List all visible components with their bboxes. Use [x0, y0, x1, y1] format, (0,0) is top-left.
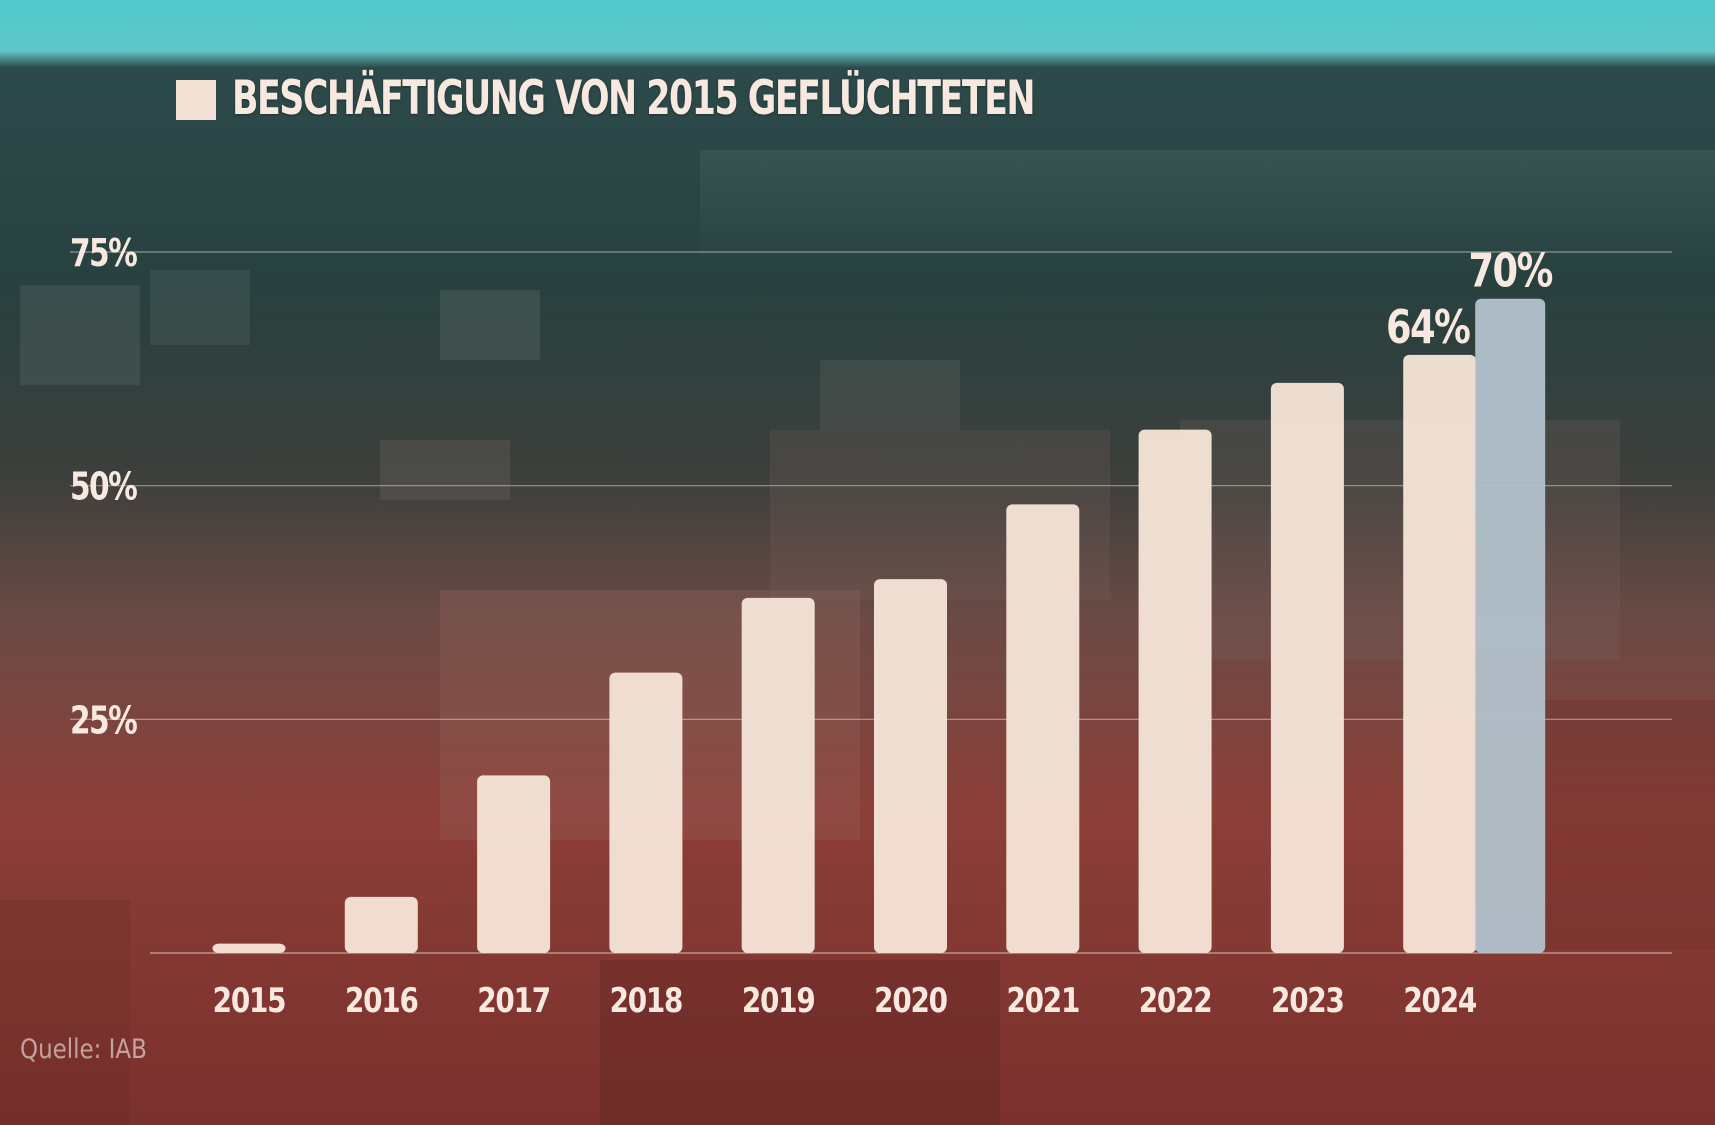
x-tick-label-2016: 2016 [345, 981, 418, 1020]
y-tick-label-50: 50% [70, 465, 138, 510]
bar-2020 [874, 579, 947, 953]
chart-title: BESCHÄFTIGUNG VON 2015 GEFLÜCHTETEN [232, 70, 1035, 126]
x-tick-label-2018: 2018 [610, 981, 683, 1020]
chart-header: BESCHÄFTIGUNG VON 2015 GEFLÜCHTETEN [176, 58, 1316, 138]
x-tick-label-2015: 2015 [213, 981, 286, 1020]
x-tick-label-2023: 2023 [1271, 981, 1344, 1020]
bar-2018 [609, 672, 683, 953]
bar-2021 [1006, 504, 1080, 953]
x-tick-label-2019: 2019 [742, 981, 815, 1020]
bar-2022 [1138, 429, 1212, 953]
data-label-highlight-2024: 70% [1469, 244, 1553, 298]
x-tick-label-2022: 2022 [1139, 981, 1212, 1020]
source-note: Quelle: IAB [20, 1034, 147, 1065]
y-tick-label-75: 75% [70, 231, 138, 276]
y-tick-label-25: 25% [70, 699, 138, 744]
x-tick-label-2017: 2017 [477, 981, 550, 1020]
x-tick-label-2021: 2021 [1006, 981, 1079, 1020]
bar-2023 [1270, 382, 1344, 953]
bar-2016 [344, 896, 418, 953]
bar-2019 [741, 597, 815, 953]
legend-swatch [176, 80, 216, 120]
data-label-2024: 64% [1386, 300, 1470, 354]
bar-2024 [1403, 354, 1477, 953]
bar-highlight-2024 [1475, 298, 1546, 953]
bar-2017 [477, 775, 551, 953]
bar-2015 [212, 943, 286, 953]
x-tick-label-2024: 2024 [1403, 981, 1476, 1020]
x-tick-label-2020: 2020 [874, 981, 947, 1020]
